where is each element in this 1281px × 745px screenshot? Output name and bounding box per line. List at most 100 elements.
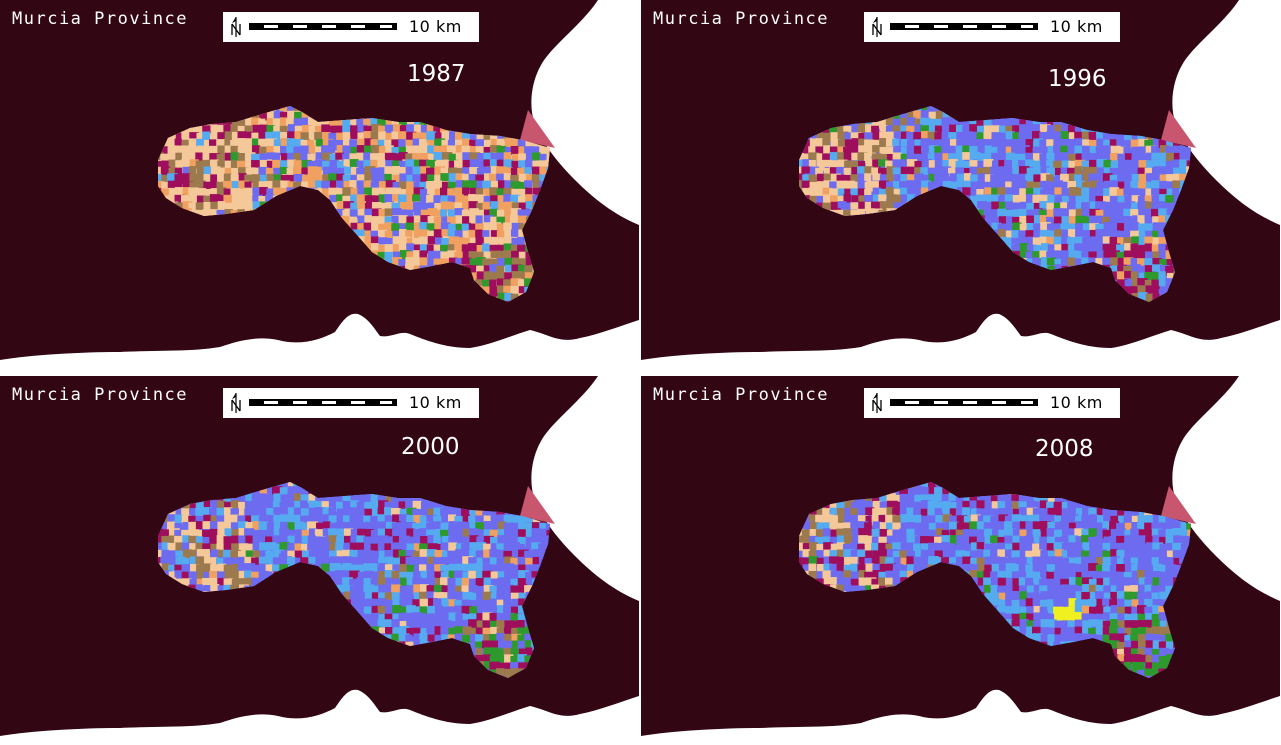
land-cover-patch xyxy=(252,251,263,263)
land-cover-patch xyxy=(836,166,846,178)
land-cover-patch xyxy=(1145,118,1156,129)
land-cover-patch xyxy=(433,124,442,135)
land-cover-patch xyxy=(448,173,460,182)
land-cover-patch xyxy=(398,181,408,190)
land-cover-patch xyxy=(265,167,274,177)
land-cover-patch xyxy=(427,570,436,580)
land-cover-patch xyxy=(990,146,1001,158)
land-cover-patch xyxy=(1039,229,1051,240)
land-cover-patch xyxy=(174,522,183,532)
land-cover-patch xyxy=(906,159,918,167)
land-cover-patch xyxy=(885,117,895,126)
land-cover-patch xyxy=(983,159,994,167)
land-cover-patch xyxy=(259,669,268,677)
land-cover-patch xyxy=(490,236,498,248)
land-cover-patch xyxy=(160,627,170,636)
land-cover-patch xyxy=(293,222,303,234)
land-cover-patch xyxy=(1116,118,1125,129)
land-cover-patch xyxy=(266,619,278,628)
land-cover-patch xyxy=(203,174,212,182)
land-cover-patch xyxy=(1061,208,1073,218)
land-cover-patch xyxy=(245,138,253,147)
land-cover-patch xyxy=(815,237,824,248)
land-cover-patch xyxy=(175,627,187,637)
land-cover-patch xyxy=(370,500,379,509)
land-cover-patch xyxy=(237,550,248,560)
land-cover-patch xyxy=(552,230,560,241)
land-cover-patch xyxy=(160,591,169,602)
land-cover-patch xyxy=(371,598,379,608)
land-cover-patch xyxy=(476,482,484,490)
land-cover-patch xyxy=(1088,159,1097,170)
land-cover-patch xyxy=(160,146,168,154)
land-cover-patch xyxy=(928,173,940,182)
land-cover-patch xyxy=(1109,167,1120,176)
land-cover-patch xyxy=(531,661,539,671)
land-cover-patch xyxy=(1033,138,1043,150)
land-cover-patch xyxy=(1061,265,1073,277)
land-cover-patch xyxy=(899,237,910,245)
land-cover-patch xyxy=(1081,251,1091,262)
land-cover-patch xyxy=(426,106,437,113)
land-cover-patch xyxy=(378,216,389,226)
land-cover-patch xyxy=(216,626,226,635)
land-cover-patch xyxy=(991,132,1000,140)
land-cover-patch xyxy=(181,131,191,142)
land-cover-patch xyxy=(342,661,350,673)
land-cover-patch xyxy=(405,571,417,580)
land-cover-patch xyxy=(174,145,186,155)
land-cover-patch xyxy=(370,139,379,148)
land-cover-patch xyxy=(1159,264,1170,274)
land-cover-patch xyxy=(245,606,253,616)
land-cover-patch xyxy=(342,549,353,561)
land-cover-patch xyxy=(266,286,275,297)
land-cover-patch xyxy=(447,278,456,287)
land-cover-patch xyxy=(230,145,239,154)
land-cover-patch xyxy=(829,209,839,220)
land-cover-patch xyxy=(1165,229,1176,239)
land-cover-patch xyxy=(525,528,537,538)
land-cover-patch xyxy=(280,292,290,302)
land-cover-patch xyxy=(364,195,376,207)
land-cover-patch xyxy=(272,152,280,164)
land-cover-patch xyxy=(475,188,486,198)
land-cover-patch xyxy=(231,167,240,177)
land-cover-patch xyxy=(956,300,967,302)
land-cover-patch xyxy=(251,493,262,505)
land-cover-patch xyxy=(174,535,184,543)
land-cover-patch xyxy=(511,117,520,129)
land-cover-patch xyxy=(378,153,386,164)
land-cover-patch xyxy=(899,285,909,294)
land-cover-patch xyxy=(1151,244,1161,255)
land-cover-patch xyxy=(182,187,190,196)
land-cover-patch xyxy=(801,124,811,135)
land-cover-patch xyxy=(273,215,283,226)
land-cover-patch xyxy=(496,216,508,228)
land-cover-patch xyxy=(217,549,226,557)
land-cover-patch xyxy=(315,605,324,616)
land-cover-patch xyxy=(482,654,491,665)
land-cover-patch xyxy=(259,500,268,509)
land-cover-patch xyxy=(406,605,416,614)
land-cover-patch xyxy=(815,286,825,294)
land-cover-patch xyxy=(300,106,308,112)
land-cover-patch xyxy=(293,598,302,609)
land-cover-patch xyxy=(293,237,302,248)
land-cover-patch xyxy=(1186,194,1191,204)
land-cover-patch xyxy=(489,208,499,217)
land-cover-patch xyxy=(808,159,816,169)
land-cover-patch xyxy=(321,619,332,631)
land-cover-patch xyxy=(1005,250,1014,259)
land-cover-patch xyxy=(801,146,811,156)
land-cover-patch xyxy=(280,536,289,544)
land-cover-patch xyxy=(1012,132,1020,142)
land-cover-patch xyxy=(433,543,444,554)
land-cover-patch xyxy=(238,292,247,301)
land-cover-patch xyxy=(167,655,176,663)
land-cover-patch xyxy=(809,181,818,193)
land-cover-patch xyxy=(427,145,438,156)
land-cover-patch xyxy=(524,167,532,177)
land-cover-patch xyxy=(920,272,930,283)
land-cover-patch xyxy=(927,131,938,142)
land-cover-patch xyxy=(475,648,483,658)
